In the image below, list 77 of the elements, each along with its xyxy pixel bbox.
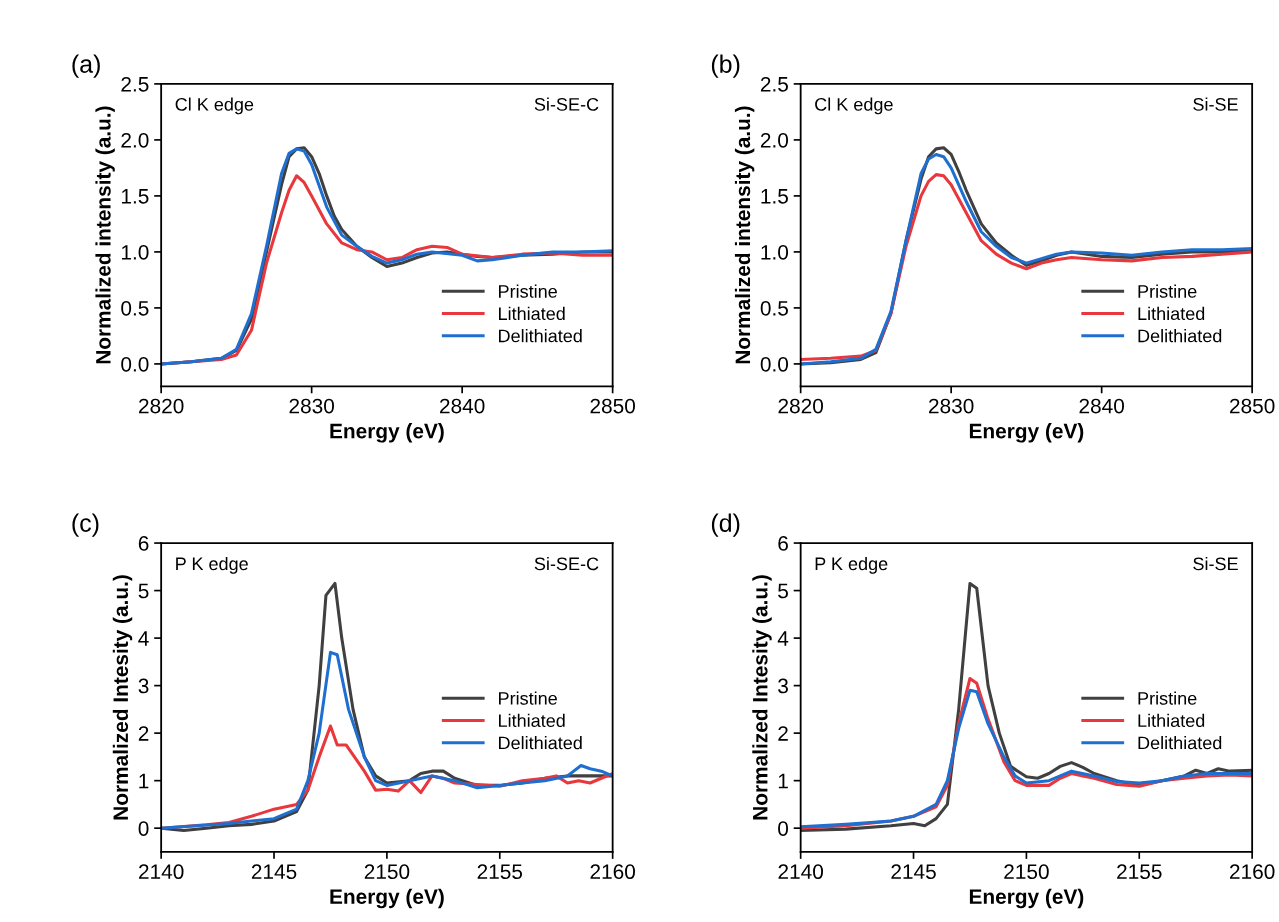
- y-tick-label: 0.0: [121, 356, 149, 372]
- y-tick-label: 1: [778, 773, 788, 789]
- x-tick-label: 2150: [1004, 864, 1049, 880]
- y-tick-label: 2.5: [760, 76, 788, 92]
- y-tick-label: 4: [777, 631, 789, 646]
- legend-label: Delithiated: [1138, 736, 1222, 750]
- y-tick-label: 2.0: [121, 132, 149, 148]
- annotation: Cl K edge: [175, 97, 254, 115]
- y-tick-label: 3: [138, 678, 149, 694]
- y-tick-label: 2.0: [760, 132, 789, 148]
- annotation: Cl K edge: [815, 97, 893, 115]
- y-tick-label: 0.0: [760, 356, 789, 372]
- legend-label: Lithiated: [1138, 306, 1205, 321]
- y-tick-label: 0: [138, 821, 149, 836]
- x-axis-title: Energy (eV): [330, 888, 444, 909]
- legend-label: Delithiated: [1138, 329, 1222, 343]
- y-tick-label: 5: [778, 583, 788, 599]
- y-axis-title: Normalized Intesity (a.u.): [752, 575, 772, 820]
- x-tick-label: 2145: [891, 864, 936, 880]
- y-tick-label: 6: [778, 536, 788, 551]
- x-tick-label: 2830: [929, 398, 974, 414]
- text: (a): [72, 54, 100, 78]
- legend-label: Lithiated: [499, 306, 565, 321]
- y-tick-label: 1.5: [121, 189, 149, 204]
- y-tick-label: 2.5: [121, 76, 149, 92]
- x-axis-title: Energy (eV): [330, 423, 444, 443]
- x-tick-label: 2830: [289, 398, 335, 414]
- y-tick-label: 5: [138, 583, 149, 599]
- y-tick-label: 0.5: [121, 300, 149, 316]
- x-axis-title: Energy (eV): [969, 423, 1084, 443]
- legend-label: Delithiated: [499, 736, 582, 750]
- legend-label: Pristine: [1138, 691, 1197, 705]
- y-axis-title: Normalized intensity (a.u.): [734, 106, 755, 364]
- y-tick-label: 4: [138, 631, 149, 646]
- y-tick-label: 1.5: [761, 189, 788, 204]
- legend-label: Pristine: [499, 284, 557, 298]
- legend-label: Pristine: [1138, 284, 1197, 298]
- y-tick-label: 3: [778, 678, 788, 694]
- x-tick-label: 2140: [778, 864, 824, 880]
- x-tick-label: 2820: [139, 398, 184, 414]
- y-tick-label: 1: [139, 773, 149, 789]
- text: (d): [711, 513, 740, 537]
- y-axis-title: Normalized Intesity (a.u.): [112, 575, 133, 820]
- y-tick-label: 6: [138, 536, 149, 551]
- x-tick-label: 2155: [1117, 864, 1162, 880]
- x-tick-label: 2850: [1230, 398, 1275, 414]
- x-axis-title: Energy (eV): [969, 888, 1084, 909]
- y-tick-label: 1.0: [121, 244, 149, 260]
- annotation: P K edge: [176, 556, 248, 574]
- annotation: Si-SE-C: [534, 556, 599, 571]
- x-tick-label: 2820: [778, 398, 824, 414]
- y-axis-title: Normalized intensity (a.u.): [95, 106, 115, 364]
- y-tick-label: 0.5: [760, 300, 788, 316]
- legend-label: Delithiated: [499, 329, 582, 343]
- y-tick-label: 2: [778, 726, 788, 741]
- legend-label: Lithiated: [499, 713, 565, 728]
- y-tick-label: 0: [778, 821, 789, 836]
- y-tick-label: 1.0: [761, 244, 789, 260]
- y-tick-label: 2: [138, 726, 149, 741]
- x-tick-label: 2160: [1230, 864, 1275, 880]
- annotation: Si-SE: [1193, 97, 1238, 111]
- x-tick-label: 2840: [1079, 398, 1125, 414]
- x-tick-label: 2850: [590, 398, 635, 414]
- x-tick-label: 2160: [590, 864, 635, 880]
- annotation: Si-SE: [1193, 556, 1238, 571]
- x-tick-label: 2840: [440, 398, 485, 414]
- legend-label: Lithiated: [1138, 713, 1205, 728]
- annotation: P K edge: [815, 556, 888, 574]
- line-series: [161, 650, 613, 830]
- x-tick-label: 2155: [477, 864, 523, 880]
- annotation: Si-SE-C: [534, 97, 599, 111]
- x-tick-label: 2150: [364, 864, 410, 880]
- text: (c): [72, 513, 99, 537]
- text: (b): [711, 54, 740, 78]
- x-tick-label: 2140: [139, 864, 184, 880]
- legend-label: Pristine: [499, 691, 557, 705]
- x-tick-label: 2145: [251, 864, 297, 880]
